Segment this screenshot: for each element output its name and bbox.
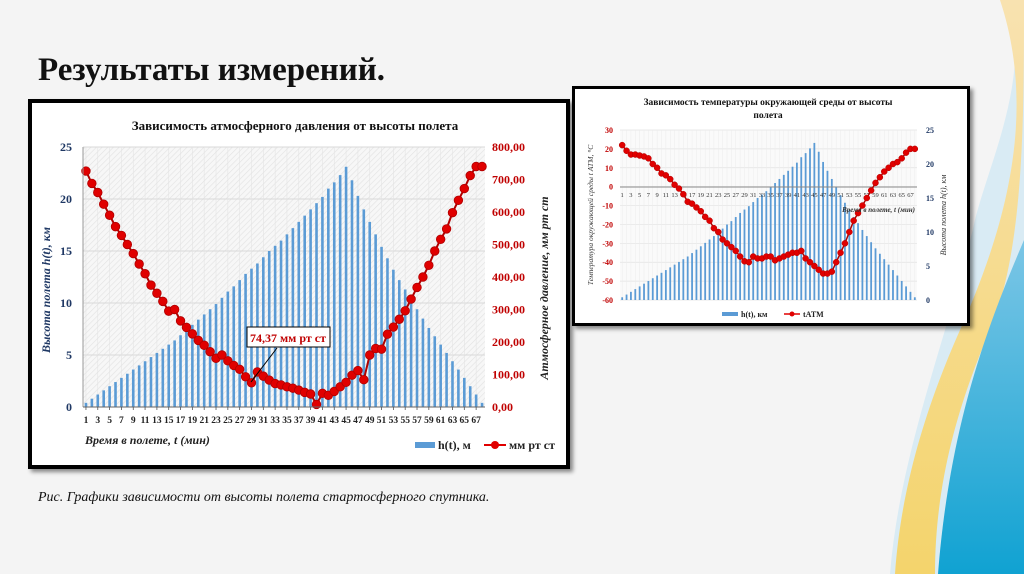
temperature-chart-frame <box>572 86 970 326</box>
slide-title: Результаты измерений. <box>38 52 386 88</box>
deco-blue-swoosh <box>938 240 1024 574</box>
deco-yellow-swoosh <box>895 0 1024 574</box>
pressure-chart-frame <box>28 99 570 469</box>
figure-caption: Рис. Графики зависимости от высоты полет… <box>38 490 490 505</box>
